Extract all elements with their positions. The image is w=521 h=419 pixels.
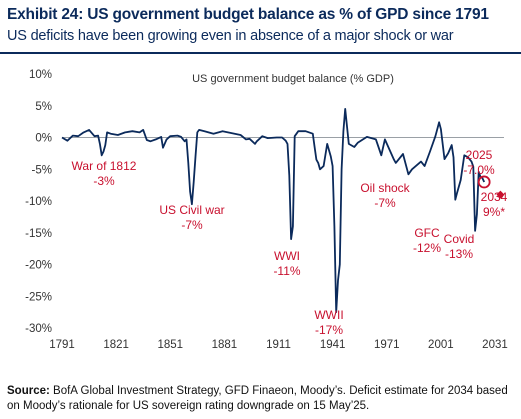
source-text: BofA Global Investment Strategy, GFD Fin… [7, 385, 508, 412]
y-tick-label: -20% [25, 260, 52, 272]
y-tick-label: -15% [25, 228, 52, 240]
annotation-value: -3% [93, 174, 115, 188]
annotation-value: -7% [181, 218, 203, 232]
chart-title: US government budget balance (% GDP) [192, 73, 394, 85]
point-2034-diamond [496, 190, 505, 199]
y-tick-label: -10% [25, 196, 52, 208]
annotation-label: WWI [274, 249, 300, 263]
x-tick-label: 1971 [374, 339, 400, 351]
x-tick-label: 1821 [103, 339, 129, 351]
budget-balance-chart: US government budget balance (% GDP) 10% 5… [25, 69, 508, 351]
annotation-value: -11% [273, 264, 300, 278]
annotation-value: -17% [315, 323, 343, 337]
x-tick-label: 1911 [266, 339, 291, 351]
x-tick-label: 1791 [49, 339, 75, 351]
y-tick-label: -25% [25, 291, 52, 303]
x-tick-label: 1881 [212, 339, 238, 351]
x-tick-label: 2031 [482, 339, 508, 351]
budget-balance-series-line [61, 108, 486, 314]
annotation-label: US Civil war [159, 203, 224, 217]
annotation-value: -13% [445, 247, 473, 261]
annotation-value: 9%* [483, 205, 505, 219]
y-tick-label: 5% [35, 101, 52, 113]
source-note: Source: BofA Global Investment Strategy,… [7, 384, 517, 414]
annotation-label: War of 1812 [72, 159, 137, 173]
marker-2025-circle [477, 175, 491, 189]
annotation-value: -7% [374, 196, 396, 210]
title-rule [0, 52, 521, 54]
y-tick-label: -30% [25, 323, 52, 335]
annotation-label: Oil shock [360, 181, 410, 195]
annotation-label: 2025 [466, 148, 493, 162]
annotation-label: 2034 [481, 190, 508, 204]
annotation-label: WWII [314, 308, 343, 322]
y-tick-label: 10% [29, 69, 52, 81]
annotation-value: -12% [413, 241, 441, 255]
y-tick-label: 0% [35, 133, 52, 145]
y-tick-label: -5% [32, 164, 52, 176]
x-tick-label: 2001 [428, 339, 454, 351]
annotation-label: Covid [444, 232, 475, 246]
annotation-value: -7.0% [463, 163, 495, 177]
exhibit-title: Exhibit 24: US government budget balance… [7, 6, 489, 23]
x-tick-label: 1851 [157, 339, 183, 351]
x-tick-label: 1941 [320, 339, 346, 351]
source-label: Source: [7, 385, 50, 397]
exhibit-subtitle: US deficits have been growing even in ab… [7, 28, 454, 44]
annotation-label: GFC [414, 226, 440, 240]
